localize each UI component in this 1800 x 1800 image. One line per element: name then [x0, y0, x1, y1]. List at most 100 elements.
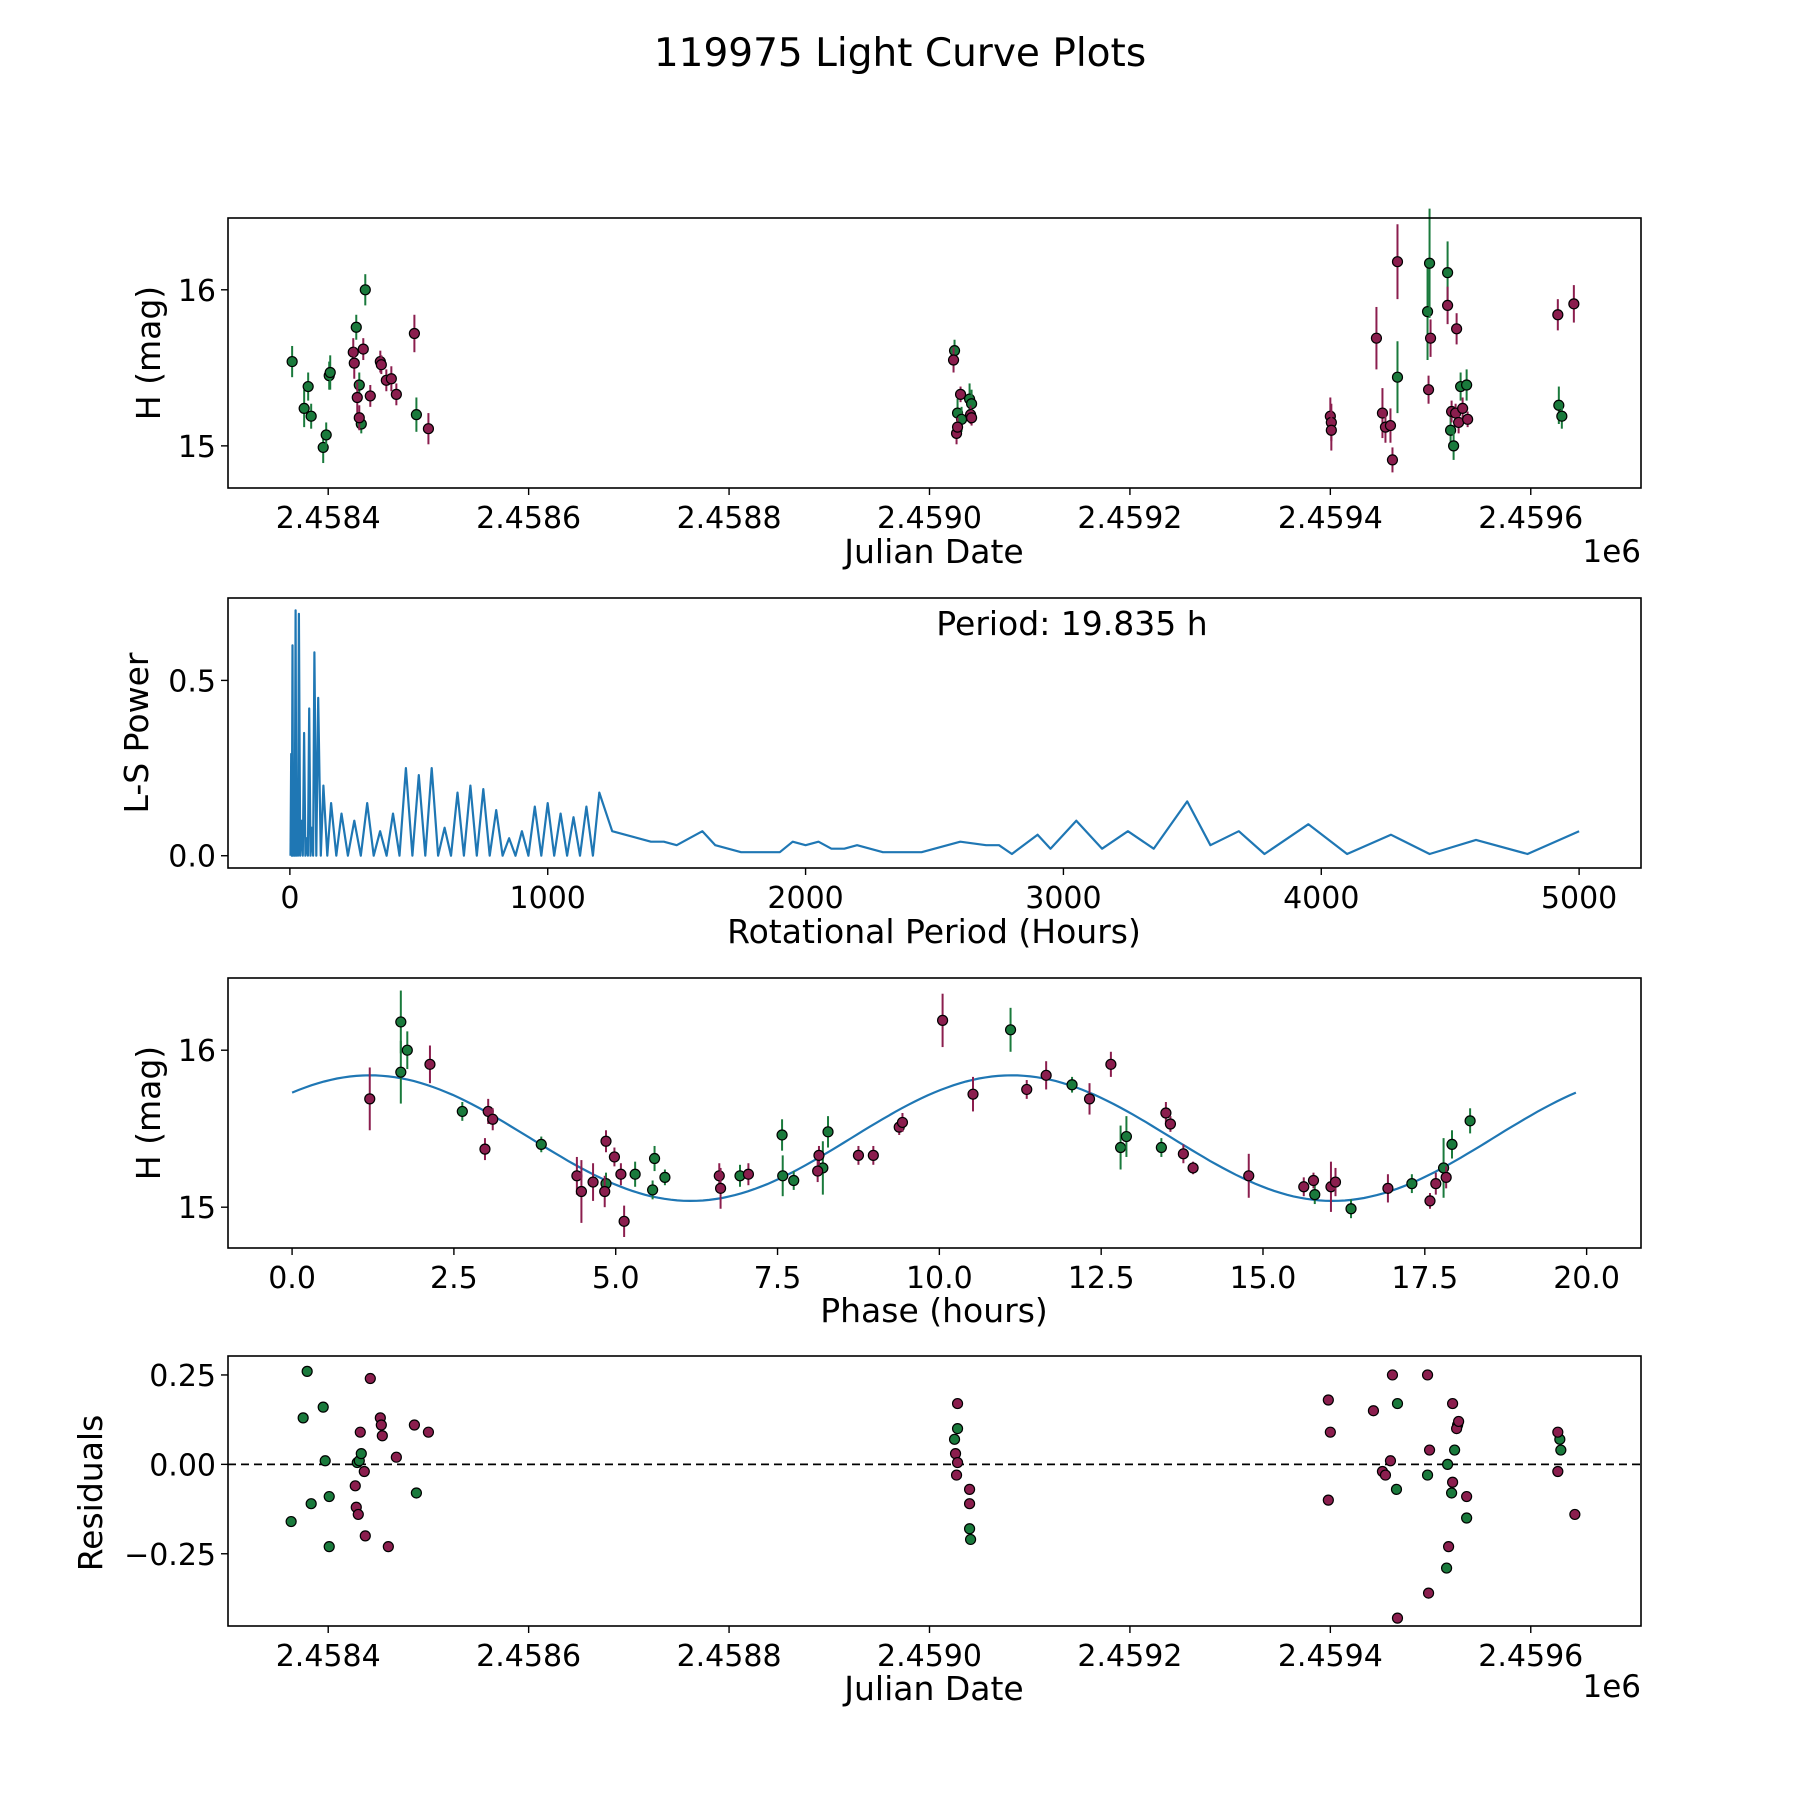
- data-point-purple: [1177, 1148, 1189, 1160]
- x-tick-label: 2.4588: [677, 501, 782, 536]
- panel-phase: 0.0 2.5 5.0 7.5 10.0 12.5 15.0 17.5 20.0 15 16 Pha…: [129, 977, 1642, 1330]
- x-tick-label: 0: [280, 881, 299, 916]
- data-point-purple: [1105, 1058, 1117, 1070]
- data-point-green: [1066, 1079, 1078, 1091]
- x-tick-label: 5.0: [592, 1261, 640, 1296]
- data-point-purple: [354, 1426, 366, 1438]
- data-point-green: [320, 429, 332, 441]
- data-point-green: [1004, 1024, 1017, 1036]
- periodogram-x-label: Rotational Period (Hours): [727, 912, 1141, 951]
- x-tick-label: 2.4588: [677, 1639, 782, 1674]
- x-tick-label: 2.4594: [1278, 501, 1383, 536]
- data-point-purple: [950, 1469, 963, 1481]
- data-point-green: [948, 1433, 961, 1445]
- y-tick-label: 15: [178, 430, 216, 465]
- data-point-green: [350, 321, 362, 333]
- data-point-green: [629, 1168, 641, 1180]
- residuals-y-label: Residuals: [71, 1415, 110, 1572]
- panel-residuals: 2.4584 2.4586 2.4588 2.4590 2.4592 2.4594 2.45…: [71, 1355, 1642, 1708]
- data-point-purple: [1552, 309, 1564, 321]
- x-tick-label: 10.0: [906, 1261, 973, 1296]
- x-tick-label: 20.0: [1553, 1261, 1620, 1296]
- phase-y-label: H (mag): [129, 1046, 168, 1180]
- x-tick-label: 2.5: [430, 1261, 478, 1296]
- data-point-green: [1446, 1138, 1458, 1150]
- x-tick-label: 2000: [767, 881, 843, 916]
- data-point-purple: [713, 1170, 725, 1182]
- data-point-green: [1309, 1189, 1321, 1201]
- data-point-purple: [954, 388, 967, 400]
- data-point-purple: [1384, 419, 1397, 432]
- x-tick-label: 2.4586: [476, 501, 581, 536]
- x-tick-label: 2.4590: [877, 501, 982, 536]
- data-point-green: [822, 1126, 834, 1138]
- data-point-purple: [359, 1530, 371, 1542]
- data-point-purple: [896, 1116, 909, 1129]
- data-point-purple: [1329, 1176, 1342, 1188]
- y-tick-label: 15: [178, 1191, 216, 1226]
- data-point-purple: [1367, 1405, 1380, 1417]
- data-point-green: [1441, 267, 1454, 279]
- data-point-purple: [1451, 323, 1463, 335]
- data-point-purple: [1569, 1508, 1581, 1521]
- data-point-purple: [951, 1397, 964, 1410]
- y-tick-label: 0.5: [168, 664, 216, 699]
- data-point-purple: [364, 390, 376, 402]
- data-point-purple: [600, 1135, 612, 1147]
- data-point-green: [298, 402, 310, 415]
- y-tick-label: 16: [178, 274, 216, 309]
- data-point-purple: [390, 388, 402, 400]
- lightcurve-x-label: Julian Date: [842, 532, 1024, 571]
- data-point-purple: [351, 391, 363, 404]
- data-point-green: [353, 379, 365, 391]
- data-point-purple: [608, 1151, 621, 1163]
- data-point-purple: [714, 1182, 727, 1194]
- data-point-green: [1445, 1487, 1458, 1499]
- data-point-purple: [375, 359, 387, 371]
- data-point-purple: [852, 1149, 865, 1161]
- data-point-purple: [1021, 1083, 1033, 1096]
- x-tick-label: 2.4584: [276, 501, 381, 536]
- data-point-green: [1556, 410, 1568, 422]
- lightcurve-axes-frame: [227, 217, 1642, 489]
- data-point-green: [1391, 371, 1404, 383]
- data-point-purple: [1422, 384, 1435, 396]
- data-point-purple: [599, 1185, 611, 1198]
- figure-title: 119975 Light Curve Plots: [654, 31, 1146, 76]
- periodogram-ticks: 0 1000 2000 3000 4000 5000 0.0 0.5: [168, 664, 1617, 916]
- data-point-green: [776, 1129, 788, 1141]
- data-point-purple: [347, 346, 359, 358]
- data-point-purple: [812, 1165, 824, 1177]
- x-tick-label: 0.0: [268, 1261, 316, 1296]
- data-point-purple: [1325, 424, 1337, 436]
- x-tick-label: 3000: [1025, 881, 1101, 916]
- data-point-green: [410, 1487, 422, 1499]
- data-point-green: [1345, 1203, 1357, 1215]
- data-point-green: [286, 355, 298, 368]
- data-point-purple: [615, 1168, 627, 1180]
- data-point-purple: [1461, 1490, 1473, 1503]
- data-point-purple: [951, 421, 964, 433]
- x-tick-label: 1000: [510, 881, 586, 916]
- data-point-green: [395, 1066, 407, 1078]
- data-point-purple: [1298, 1181, 1310, 1193]
- data-point-purple: [358, 1465, 370, 1478]
- data-point-green: [965, 398, 978, 410]
- data-point-green: [395, 1016, 407, 1028]
- data-point-purple: [947, 354, 960, 366]
- data-point-purple: [1160, 1107, 1172, 1119]
- data-point-purple: [1424, 332, 1437, 344]
- data-point-green: [777, 1170, 789, 1182]
- x-tick-label: 2.4584: [276, 1639, 381, 1674]
- data-point-purple: [1552, 1465, 1564, 1478]
- data-point-purple: [1322, 1494, 1334, 1506]
- data-point-purple: [575, 1185, 588, 1198]
- data-point-purple: [1384, 1455, 1397, 1467]
- x-tick-label: 2.4592: [1077, 1639, 1182, 1674]
- data-point-green: [323, 1490, 335, 1503]
- data-point-green: [659, 1171, 671, 1183]
- data-point-green: [1464, 1115, 1476, 1127]
- data-point-green: [359, 284, 371, 296]
- lightcurve-offset-label: 1e6: [1582, 534, 1641, 570]
